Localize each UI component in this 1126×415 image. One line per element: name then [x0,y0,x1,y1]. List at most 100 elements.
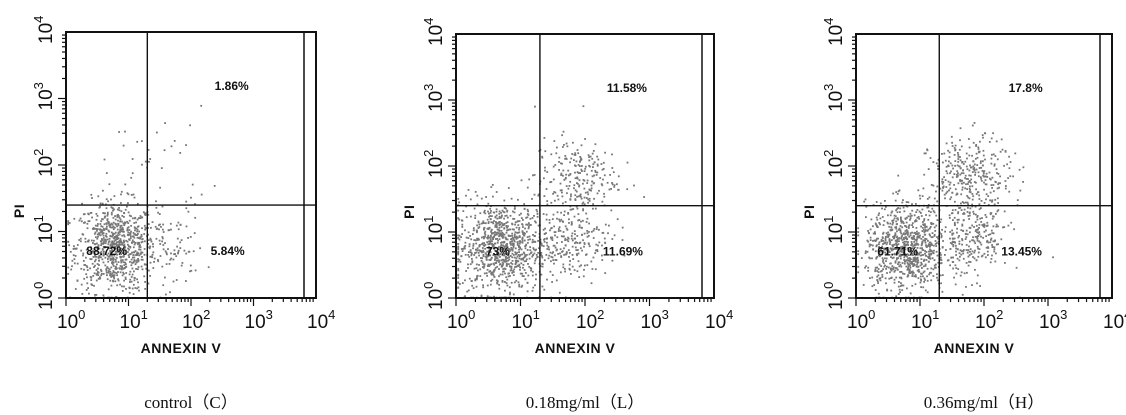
data-point [971,171,974,173]
data-point [569,260,571,262]
data-point [123,223,126,226]
data-point [133,241,135,243]
data-point [564,253,567,256]
data-point [869,236,872,239]
data-point [995,252,997,255]
data-point [591,180,594,183]
data-point [948,214,951,217]
data-point [473,239,476,241]
data-point [982,149,985,152]
data-point [927,204,930,206]
y-tick-label: 103 [31,82,57,110]
data-point [140,235,143,238]
data-point [992,215,995,218]
data-point [493,253,496,256]
data-point [588,200,591,202]
data-point [924,239,927,242]
data-point [483,237,485,240]
data-point [482,255,485,257]
data-point [496,217,499,220]
data-point [157,259,159,261]
data-point [909,266,912,269]
data-point [579,194,582,197]
data-point [135,261,138,263]
data-point [602,178,604,181]
data-point [972,195,975,198]
data-point [596,192,599,195]
data-point [900,265,903,268]
data-point [143,248,146,250]
data-point [101,239,103,241]
data-point [78,219,81,222]
data-point [511,242,514,245]
data-point [594,207,597,210]
data-point [908,268,911,271]
data-point [185,200,188,203]
data-point [121,285,123,288]
data-point [911,275,914,277]
data-point [558,169,560,171]
data-point [169,222,172,225]
quadrant-label-upper-right: 1.86% [215,79,249,93]
data-point [84,240,87,243]
data-point [507,259,509,262]
data-point [496,237,498,240]
data-point [906,233,909,236]
data-point [476,203,479,206]
data-point [953,173,956,175]
data-point [166,253,168,256]
data-point [954,164,956,167]
data-point [899,285,902,287]
data-point [900,284,903,287]
data-point [457,267,460,270]
data-point [129,232,132,235]
data-point [111,235,113,238]
data-point [484,222,487,225]
data-point [513,240,516,243]
data-point [508,258,511,261]
data-point [134,259,136,262]
data-point [590,230,593,233]
data-point [496,252,498,255]
data-point [468,245,471,248]
data-point [950,196,953,199]
data-point [113,247,115,250]
data-point [570,223,573,226]
data-point [193,232,196,234]
data-point [116,216,119,219]
data-point [968,218,970,220]
data-point [157,211,159,214]
data-point [995,140,998,143]
data-point [953,237,956,240]
data-point [133,261,135,263]
data-point [914,239,917,241]
data-point [165,293,167,296]
data-point [109,259,112,261]
data-point [969,250,971,253]
data-point [89,267,91,270]
data-point [890,269,893,272]
data-point [97,256,100,258]
data-point [524,227,526,230]
data-point [515,252,518,255]
data-point [136,202,139,205]
data-point [897,293,900,295]
data-point [503,240,506,243]
data-point [907,215,910,218]
data-point [530,269,532,272]
y-tick-label: 104 [31,16,57,44]
data-point [486,250,489,253]
data-point [509,293,511,296]
data-point [918,253,920,256]
data-point [927,260,930,263]
data-point [581,170,583,172]
data-point [144,214,147,216]
data-point [525,243,528,246]
data-point [518,226,521,229]
data-point [884,257,886,260]
data-point [883,220,886,222]
data-point [138,217,140,219]
data-point [560,218,563,221]
data-point [480,259,483,262]
data-point [147,213,150,216]
